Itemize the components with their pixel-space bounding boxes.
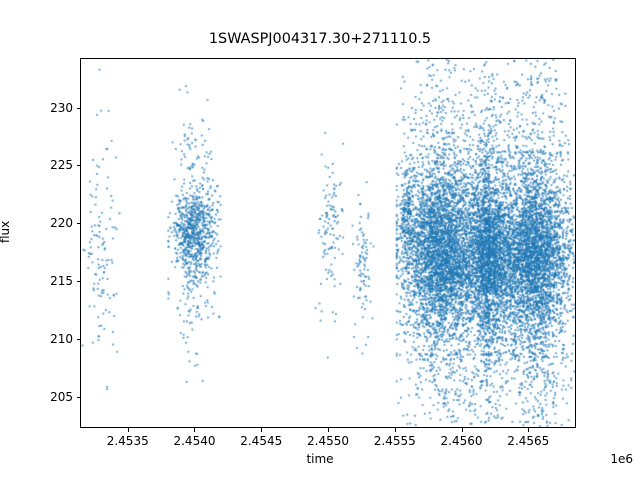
x-axis-label: time: [306, 452, 334, 466]
x-tick-label: 2.4565: [507, 434, 550, 448]
y-tick-label: 230: [50, 100, 73, 115]
scatter-plot-points: [81, 59, 575, 427]
x-tickmark: [127, 428, 129, 432]
y-tick-label: 225: [50, 158, 73, 173]
y-tickmark: [76, 165, 80, 167]
y-tickmark: [76, 107, 80, 109]
plot-axes: [80, 58, 576, 428]
y-tickmark: [76, 223, 80, 225]
y-tick-label: 220: [50, 216, 73, 231]
x-tick-label: 2.4535: [106, 434, 149, 448]
x-tick-label: 2.4545: [240, 434, 283, 448]
x-tickmark: [528, 428, 530, 432]
page-title: 1SWASPJ004317.30+271110.5: [208, 31, 432, 47]
x-tickmark: [194, 428, 196, 432]
y-tickmark: [76, 339, 80, 341]
y-tick-label: 205: [50, 389, 73, 404]
x-tickmark: [394, 428, 396, 432]
x-tickmark: [461, 428, 463, 432]
x-tickmark: [328, 428, 329, 432]
x-tick-label: 2.4550: [307, 434, 349, 448]
x-tickmark: [261, 428, 263, 432]
y-tick-label: 210: [50, 332, 73, 347]
x-tick-label: 2.4560: [440, 434, 483, 448]
y-axis-label: flux: [0, 220, 12, 243]
x-axis-offset-text: 1e6: [610, 452, 633, 466]
y-tick-label: 215: [50, 274, 73, 289]
x-tick-label: 2.4555: [373, 434, 416, 448]
y-tickmark: [76, 281, 80, 283]
y-tickmark: [76, 396, 80, 398]
x-tick-label: 2.4540: [173, 434, 216, 448]
